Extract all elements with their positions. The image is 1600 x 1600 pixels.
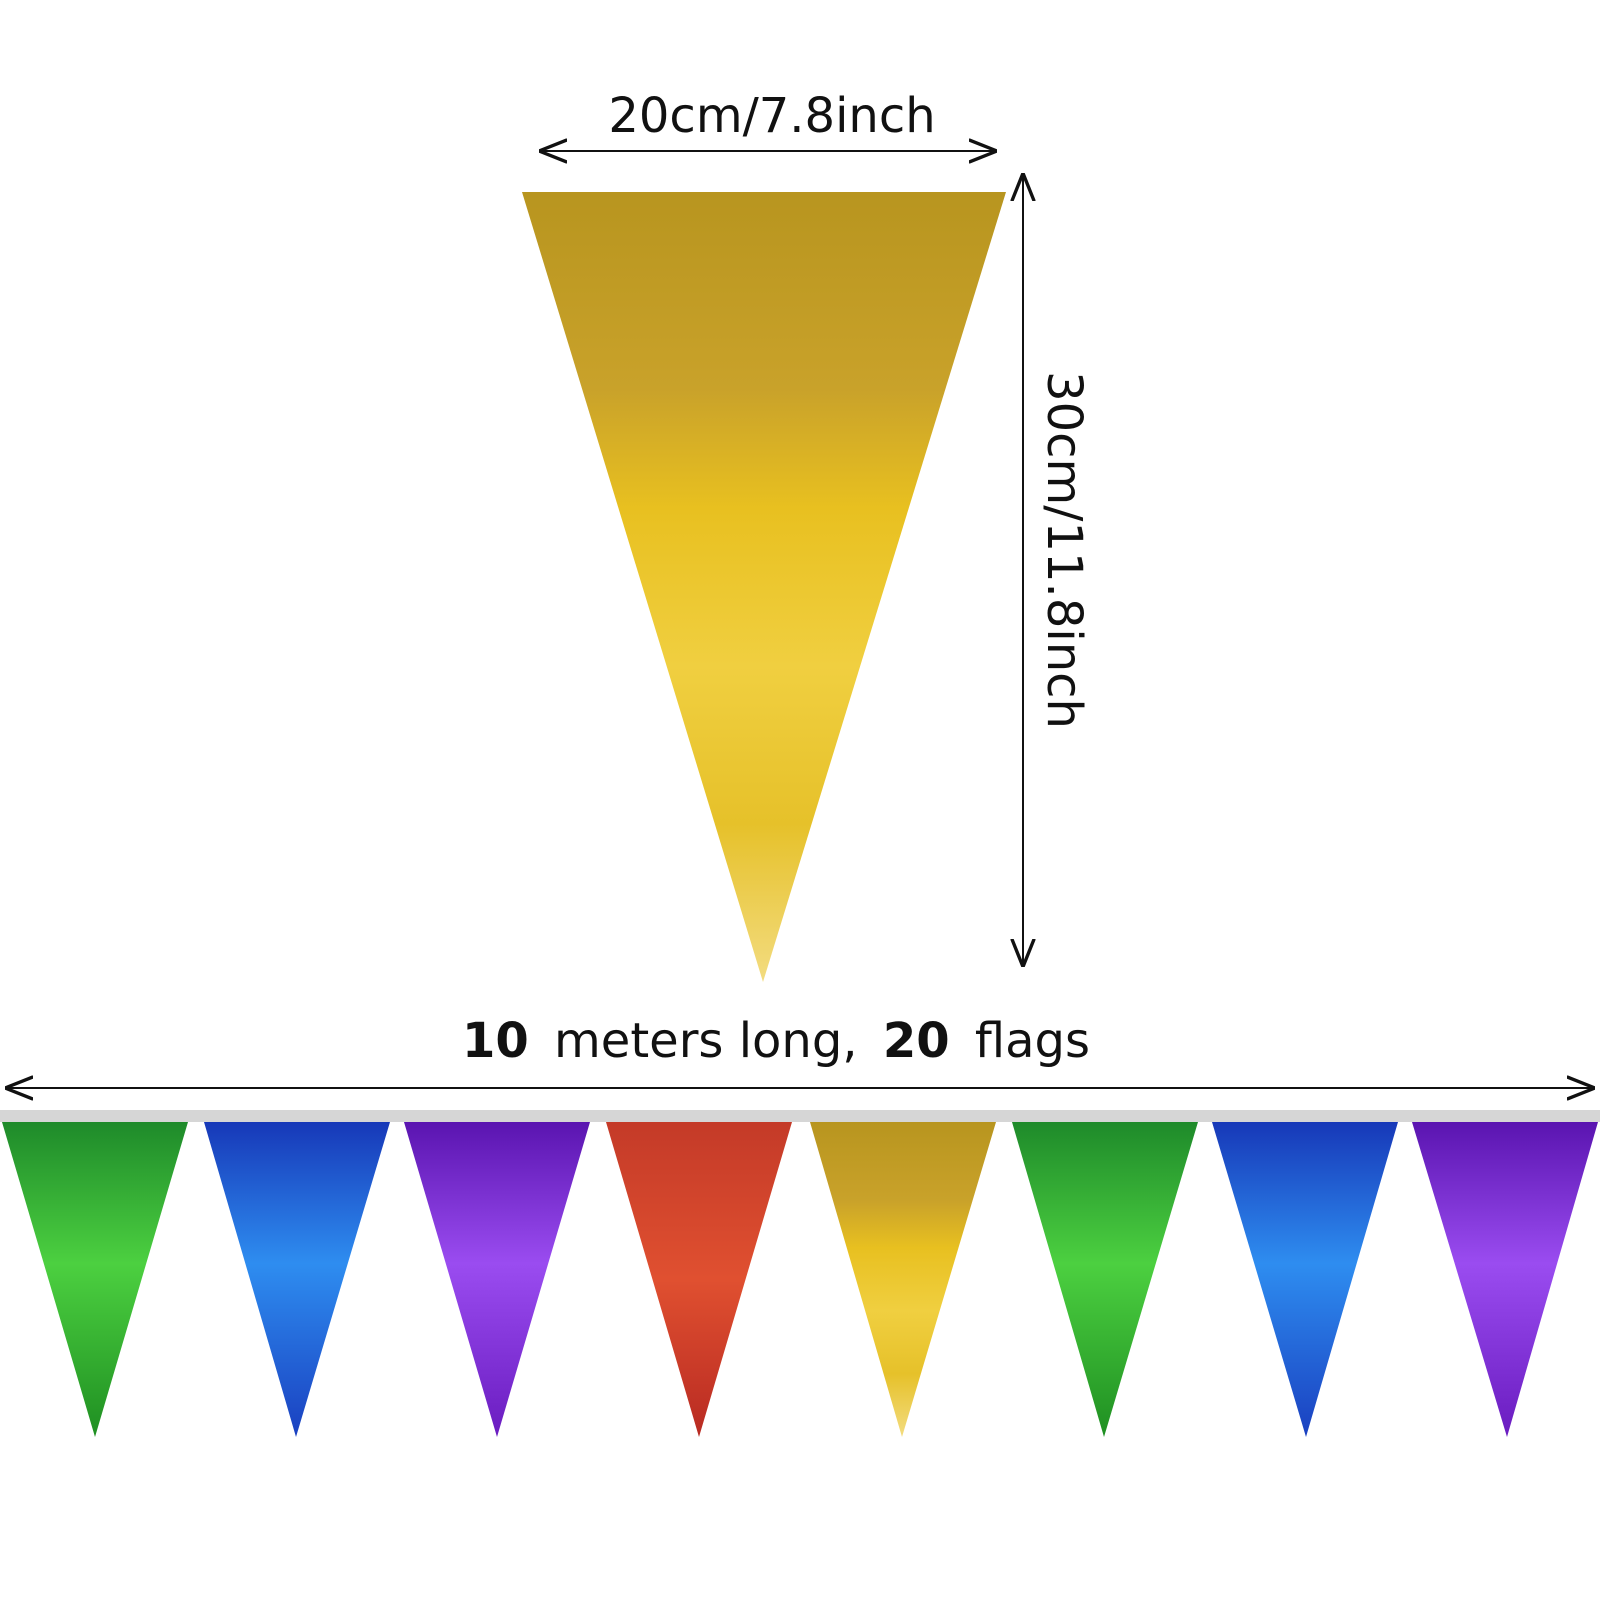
flag-purple [1412, 1122, 1598, 1437]
height-label: 30cm/11.8inch [1036, 371, 1092, 729]
flag-gold [810, 1122, 996, 1437]
bunting [2, 1122, 1598, 1437]
flag-large [522, 192, 1006, 982]
flag-count: 20 [883, 1013, 950, 1069]
width-label: 20cm/7.8inch [608, 88, 935, 144]
length-number: 10 [462, 1013, 529, 1069]
flag-purple [404, 1122, 590, 1437]
flag-green [1012, 1122, 1198, 1437]
flag-red [606, 1122, 792, 1437]
length-label: 10 meters long, 20 flags [462, 1013, 1090, 1069]
flag-blue [1212, 1122, 1398, 1437]
string [0, 1110, 1600, 1122]
flag-green [2, 1122, 188, 1437]
flag-text: flags [975, 1013, 1090, 1069]
flag-blue [204, 1122, 390, 1437]
length-text: meters long, [554, 1013, 858, 1069]
